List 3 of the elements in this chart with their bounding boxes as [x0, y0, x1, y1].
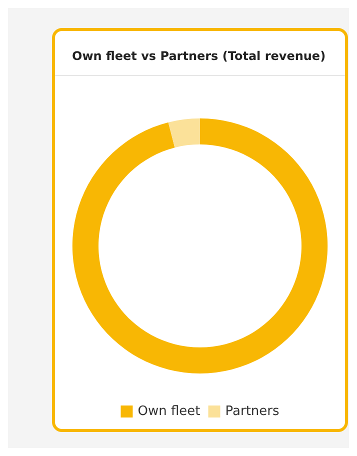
legend-label: Partners: [225, 404, 280, 419]
chart-title: Own fleet vs Partners (Total revenue): [72, 49, 326, 63]
legend-label: Own fleet: [138, 404, 200, 419]
